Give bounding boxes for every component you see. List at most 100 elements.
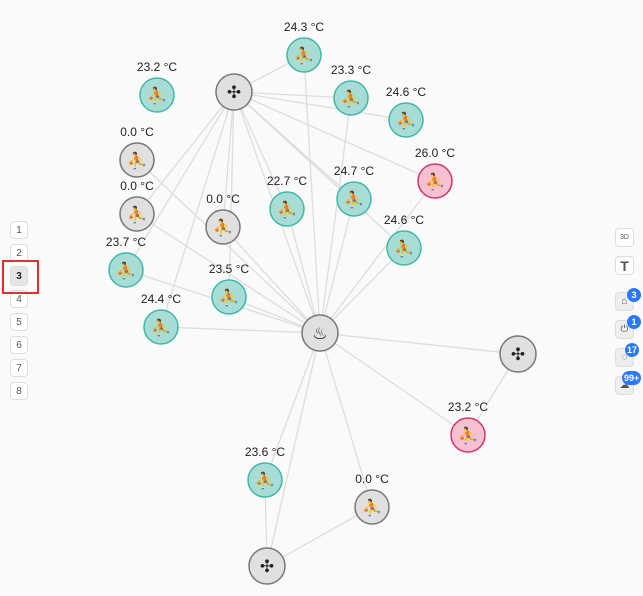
- edge-heat-s6: [319, 180, 436, 334]
- sensor-node[interactable]: ⛹ 0.0 °C: [119, 125, 155, 178]
- flame-icon: ♨: [312, 324, 327, 343]
- edge-fan1-s4: [233, 91, 407, 121]
- edge-heat-s7: [136, 213, 321, 334]
- view-3d-button[interactable]: 3D: [615, 228, 634, 247]
- edge-fan1-s6: [233, 91, 436, 182]
- edge-fan1-s8: [222, 91, 235, 228]
- edge-fan1-s13: [228, 91, 235, 298]
- edge-fan1-s11: [233, 91, 405, 249]
- edge-heat-s16: [264, 332, 321, 481]
- sensor-node[interactable]: ⛹ 24.4 °C: [141, 292, 181, 345]
- sensor-node[interactable]: ⛹ 23.5 °C: [209, 262, 249, 315]
- bulb-icon: ◌: [621, 352, 628, 363]
- sensor-node[interactable]: ⛹ 23.6 °C: [245, 445, 285, 498]
- level-button-1[interactable]: 1: [10, 221, 28, 239]
- person-at-desk-icon: ⛹: [127, 151, 147, 170]
- sensor-node[interactable]: ⛹ 24.6 °C: [384, 213, 424, 266]
- bag-icon: ⌂: [621, 296, 628, 307]
- edge-heat-s11: [319, 247, 405, 334]
- temperature-label: 24.6 °C: [384, 213, 424, 227]
- temperature-label: 0.0 °C: [120, 125, 154, 139]
- plug-icon: ⏻: [620, 324, 629, 335]
- sensor-node[interactable]: ⛹ 22.7 °C: [267, 174, 307, 227]
- sensor-node[interactable]: ⛹ 24.6 °C: [386, 85, 426, 138]
- text-tool-button[interactable]: T: [615, 256, 634, 275]
- fan-node[interactable]: ✣: [499, 335, 537, 373]
- person-at-desk-icon: ⛹: [151, 318, 171, 337]
- temperature-label: 24.3 °C: [284, 20, 324, 34]
- sensor-node[interactable]: ⛹ 24.3 °C: [284, 20, 324, 73]
- level-button-7[interactable]: 7: [10, 359, 28, 377]
- selected-level-highlight: [2, 260, 39, 294]
- lights-badge: 17: [625, 343, 640, 357]
- fan-icon: ✣: [511, 345, 525, 364]
- person-at-desk-icon: ⛹: [458, 426, 478, 445]
- person-at-desk-icon: ⛹: [255, 471, 275, 490]
- sensor-node[interactable]: ⛹ 23.7 °C: [106, 235, 146, 288]
- 3d-rotate-icon: 3D: [620, 234, 629, 241]
- fan-node[interactable]: ✣: [215, 73, 253, 111]
- person-at-desk-icon: ⛹: [425, 172, 445, 191]
- fan-node[interactable]: ✣: [248, 547, 286, 585]
- edge-heat-s15: [319, 332, 469, 436]
- person-at-desk-icon: ⛹: [394, 239, 414, 258]
- person-at-desk-icon: ⛹: [213, 218, 233, 237]
- person-at-desk-icon: ⛹: [219, 288, 239, 307]
- fire-node[interactable]: ♨: [301, 314, 339, 352]
- edge-heat-fan3: [266, 332, 321, 567]
- fan-icon: ✣: [227, 83, 241, 102]
- temperature-label: 24.6 °C: [386, 85, 426, 99]
- edge-fan3-s17: [266, 506, 373, 567]
- level-button-8[interactable]: 8: [10, 382, 28, 400]
- edge-heat-s1: [303, 54, 321, 334]
- temperature-label: 23.2 °C: [137, 60, 177, 74]
- edge-heat-s3: [319, 97, 352, 334]
- sensor-node[interactable]: ⛹ 0.0 °C: [119, 179, 155, 232]
- edge-fan1-s9: [233, 91, 288, 210]
- temperature-label: 0.0 °C: [355, 472, 389, 486]
- temperature-label: 23.7 °C: [106, 235, 146, 249]
- level-button-3[interactable]: 3: [10, 266, 28, 286]
- edge-fan1-s14: [160, 91, 235, 328]
- temperature-label: 24.7 °C: [334, 164, 374, 178]
- edge-heat-s5: [136, 159, 321, 334]
- person-at-desk-icon: ⛹: [362, 498, 382, 517]
- plugs-badge: 1: [627, 315, 641, 329]
- sensor-node[interactable]: ⛹ 26.0 °C: [415, 146, 455, 199]
- edge-heat-s14: [160, 326, 321, 334]
- level-button-6[interactable]: 6: [10, 336, 28, 354]
- person-at-desk-icon: ⛹: [396, 111, 416, 130]
- person-at-desk-icon: ⛹: [294, 46, 314, 65]
- level-button-5[interactable]: 5: [10, 313, 28, 331]
- edge-heat-s10: [319, 198, 355, 334]
- edge-heat-fan2: [319, 332, 519, 355]
- temperature-label: 23.6 °C: [245, 445, 285, 459]
- climate-badge: 99+: [622, 371, 642, 385]
- temperature-label: 23.5 °C: [209, 262, 249, 276]
- edge-fan1-s7: [136, 91, 235, 215]
- temperature-label: 0.0 °C: [206, 192, 240, 206]
- sensor-node[interactable]: ⛹ 23.2 °C: [448, 400, 488, 453]
- cloud-icon: ☁: [619, 380, 630, 391]
- temperature-label: 24.4 °C: [141, 292, 181, 306]
- level-button-4[interactable]: 4: [10, 290, 28, 308]
- person-at-desk-icon: ⛹: [341, 89, 361, 108]
- temperature-label: 0.0 °C: [120, 179, 154, 193]
- sensor-node[interactable]: ⛹ 23.2 °C: [137, 60, 177, 113]
- edge-heat-s17: [319, 332, 373, 508]
- temperature-label: 23.2 °C: [448, 400, 488, 414]
- sensor-node[interactable]: ⛹ 23.3 °C: [331, 63, 371, 116]
- rooms-badge: 3: [627, 288, 641, 302]
- person-at-desk-icon: ⛹: [344, 190, 364, 209]
- sensor-node[interactable]: ⛹ 0.0 °C: [354, 472, 390, 525]
- sensor-node[interactable]: ⛹ 24.7 °C: [334, 164, 374, 217]
- edge-fan1-s12: [125, 91, 235, 271]
- sensor-node[interactable]: ⛹ 0.0 °C: [205, 192, 241, 245]
- person-at-desk-icon: ⛹: [127, 205, 147, 224]
- text-icon: T: [620, 257, 629, 274]
- temperature-label: 26.0 °C: [415, 146, 455, 160]
- edge-heat-s9: [286, 208, 321, 334]
- temperature-label: 23.3 °C: [331, 63, 371, 77]
- person-at-desk-icon: ⛹: [116, 261, 136, 280]
